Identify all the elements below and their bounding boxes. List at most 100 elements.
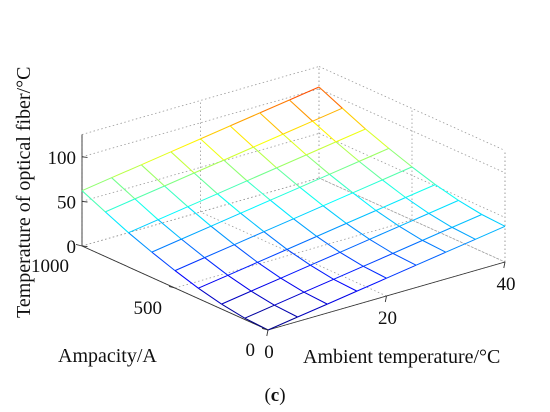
surface-line-x bbox=[386, 264, 417, 279]
surface-mesh bbox=[81, 86, 506, 331]
surface-line-x bbox=[451, 214, 483, 228]
surface-line-y bbox=[392, 252, 417, 266]
surface-line-x bbox=[270, 186, 301, 201]
surface-line-x bbox=[405, 184, 436, 198]
surface-line-x bbox=[157, 206, 189, 221]
surface-line-y bbox=[286, 248, 311, 266]
surface-line-y bbox=[299, 186, 324, 207]
surface-line-x bbox=[322, 192, 354, 207]
surface-line-y bbox=[335, 141, 360, 162]
surface-line-y bbox=[310, 264, 334, 280]
y-axis-label: Ampacity/A bbox=[58, 345, 157, 367]
z-tick-label: 100 bbox=[48, 148, 77, 169]
surface-line-y bbox=[341, 107, 366, 130]
surface-line-x bbox=[375, 197, 406, 211]
surface-line-x bbox=[363, 252, 394, 267]
surface-line-y bbox=[293, 218, 318, 237]
surface-line-y bbox=[375, 210, 400, 227]
surface-line-y bbox=[263, 231, 288, 250]
surface-line-x bbox=[415, 251, 447, 266]
surface-line-y bbox=[170, 151, 195, 174]
surface-line-y bbox=[244, 317, 269, 331]
surface-line-y bbox=[229, 125, 254, 148]
grid-lines bbox=[81, 66, 506, 331]
surface-line-x bbox=[422, 226, 453, 241]
surface-line-y bbox=[259, 112, 284, 135]
surface-line-y bbox=[246, 180, 271, 201]
surface-line-x bbox=[204, 244, 235, 259]
surface-line-x bbox=[227, 261, 258, 276]
surface-line-y bbox=[140, 164, 165, 187]
surface-line-x bbox=[250, 277, 282, 292]
surface-line-x bbox=[286, 235, 318, 250]
surface-line-x bbox=[428, 199, 459, 214]
y-tick-mark bbox=[75, 243, 83, 247]
surface-line-x bbox=[253, 133, 284, 148]
z-axis-label: Temperature of optical fiber/°C bbox=[13, 67, 35, 319]
surface-line-x bbox=[151, 238, 182, 253]
surface-line-x bbox=[223, 146, 254, 161]
surface-line-y bbox=[151, 251, 176, 272]
surface-line-x bbox=[333, 265, 364, 280]
surface-line-y bbox=[164, 185, 189, 208]
surface-line-x bbox=[327, 290, 358, 305]
surface-line-x bbox=[134, 185, 165, 200]
surface-line-x bbox=[276, 154, 307, 169]
x-tick-mark bbox=[266, 329, 269, 337]
x-tick-mark bbox=[384, 295, 387, 303]
surface-line-x bbox=[303, 278, 334, 293]
surface-line-y bbox=[369, 238, 394, 254]
surface-line-x bbox=[316, 222, 347, 237]
surface-line-x bbox=[259, 99, 290, 114]
surface-line-y bbox=[200, 138, 225, 161]
surface-line-x bbox=[280, 264, 311, 279]
surface-line-y bbox=[346, 222, 370, 240]
y-tick-label: 500 bbox=[134, 298, 163, 319]
surface-line-x bbox=[445, 238, 476, 253]
surface-line-x bbox=[297, 303, 328, 318]
surface-line-x bbox=[299, 173, 330, 188]
surface-line-x bbox=[335, 128, 366, 143]
surface-line-x bbox=[310, 251, 341, 266]
surface-line-x bbox=[392, 239, 423, 254]
x-tick-label: 40 bbox=[497, 274, 516, 295]
grid-line-z-back bbox=[81, 133, 320, 202]
surface-line-x bbox=[111, 164, 142, 179]
surface-line-y bbox=[358, 160, 383, 181]
surface-line-y bbox=[217, 193, 241, 214]
surface-line-x bbox=[105, 198, 136, 213]
surface-line-x bbox=[346, 210, 377, 224]
grid-line-z-back bbox=[81, 88, 320, 158]
surface-line-x bbox=[170, 138, 201, 153]
surface-line-y bbox=[428, 212, 453, 228]
surface-line-x bbox=[358, 147, 390, 162]
surface-line-x bbox=[187, 193, 218, 208]
y-tick-label: 1000 bbox=[31, 256, 69, 277]
surface-line-y bbox=[405, 197, 430, 214]
surface-line-x bbox=[198, 274, 229, 289]
surface-line-x bbox=[282, 120, 313, 135]
surface-line-y bbox=[276, 167, 301, 188]
surface-line-y bbox=[240, 212, 265, 233]
y-tick-label: 0 bbox=[246, 340, 256, 361]
box-top-side-edge bbox=[318, 66, 506, 151]
surface-line-y bbox=[422, 239, 447, 253]
surface-line-y bbox=[388, 147, 413, 168]
y-tick-mark bbox=[168, 285, 176, 289]
surface-line-x bbox=[306, 141, 337, 156]
surface-line-y bbox=[193, 172, 218, 195]
surface-line-y bbox=[111, 177, 136, 200]
surface-line-x bbox=[263, 218, 294, 233]
surface-line-y bbox=[339, 251, 364, 267]
surface-line-y bbox=[174, 270, 199, 289]
surface-line-y bbox=[198, 287, 222, 305]
surface-line-y bbox=[134, 198, 159, 221]
surface-line-y bbox=[253, 146, 277, 169]
z-tick-mark bbox=[81, 156, 88, 158]
surface-line-x bbox=[128, 219, 159, 234]
surface-line-y bbox=[329, 173, 354, 194]
grid-line-y-floor bbox=[81, 177, 320, 247]
surface-line-x bbox=[221, 290, 252, 305]
surface-line-y bbox=[318, 86, 343, 109]
